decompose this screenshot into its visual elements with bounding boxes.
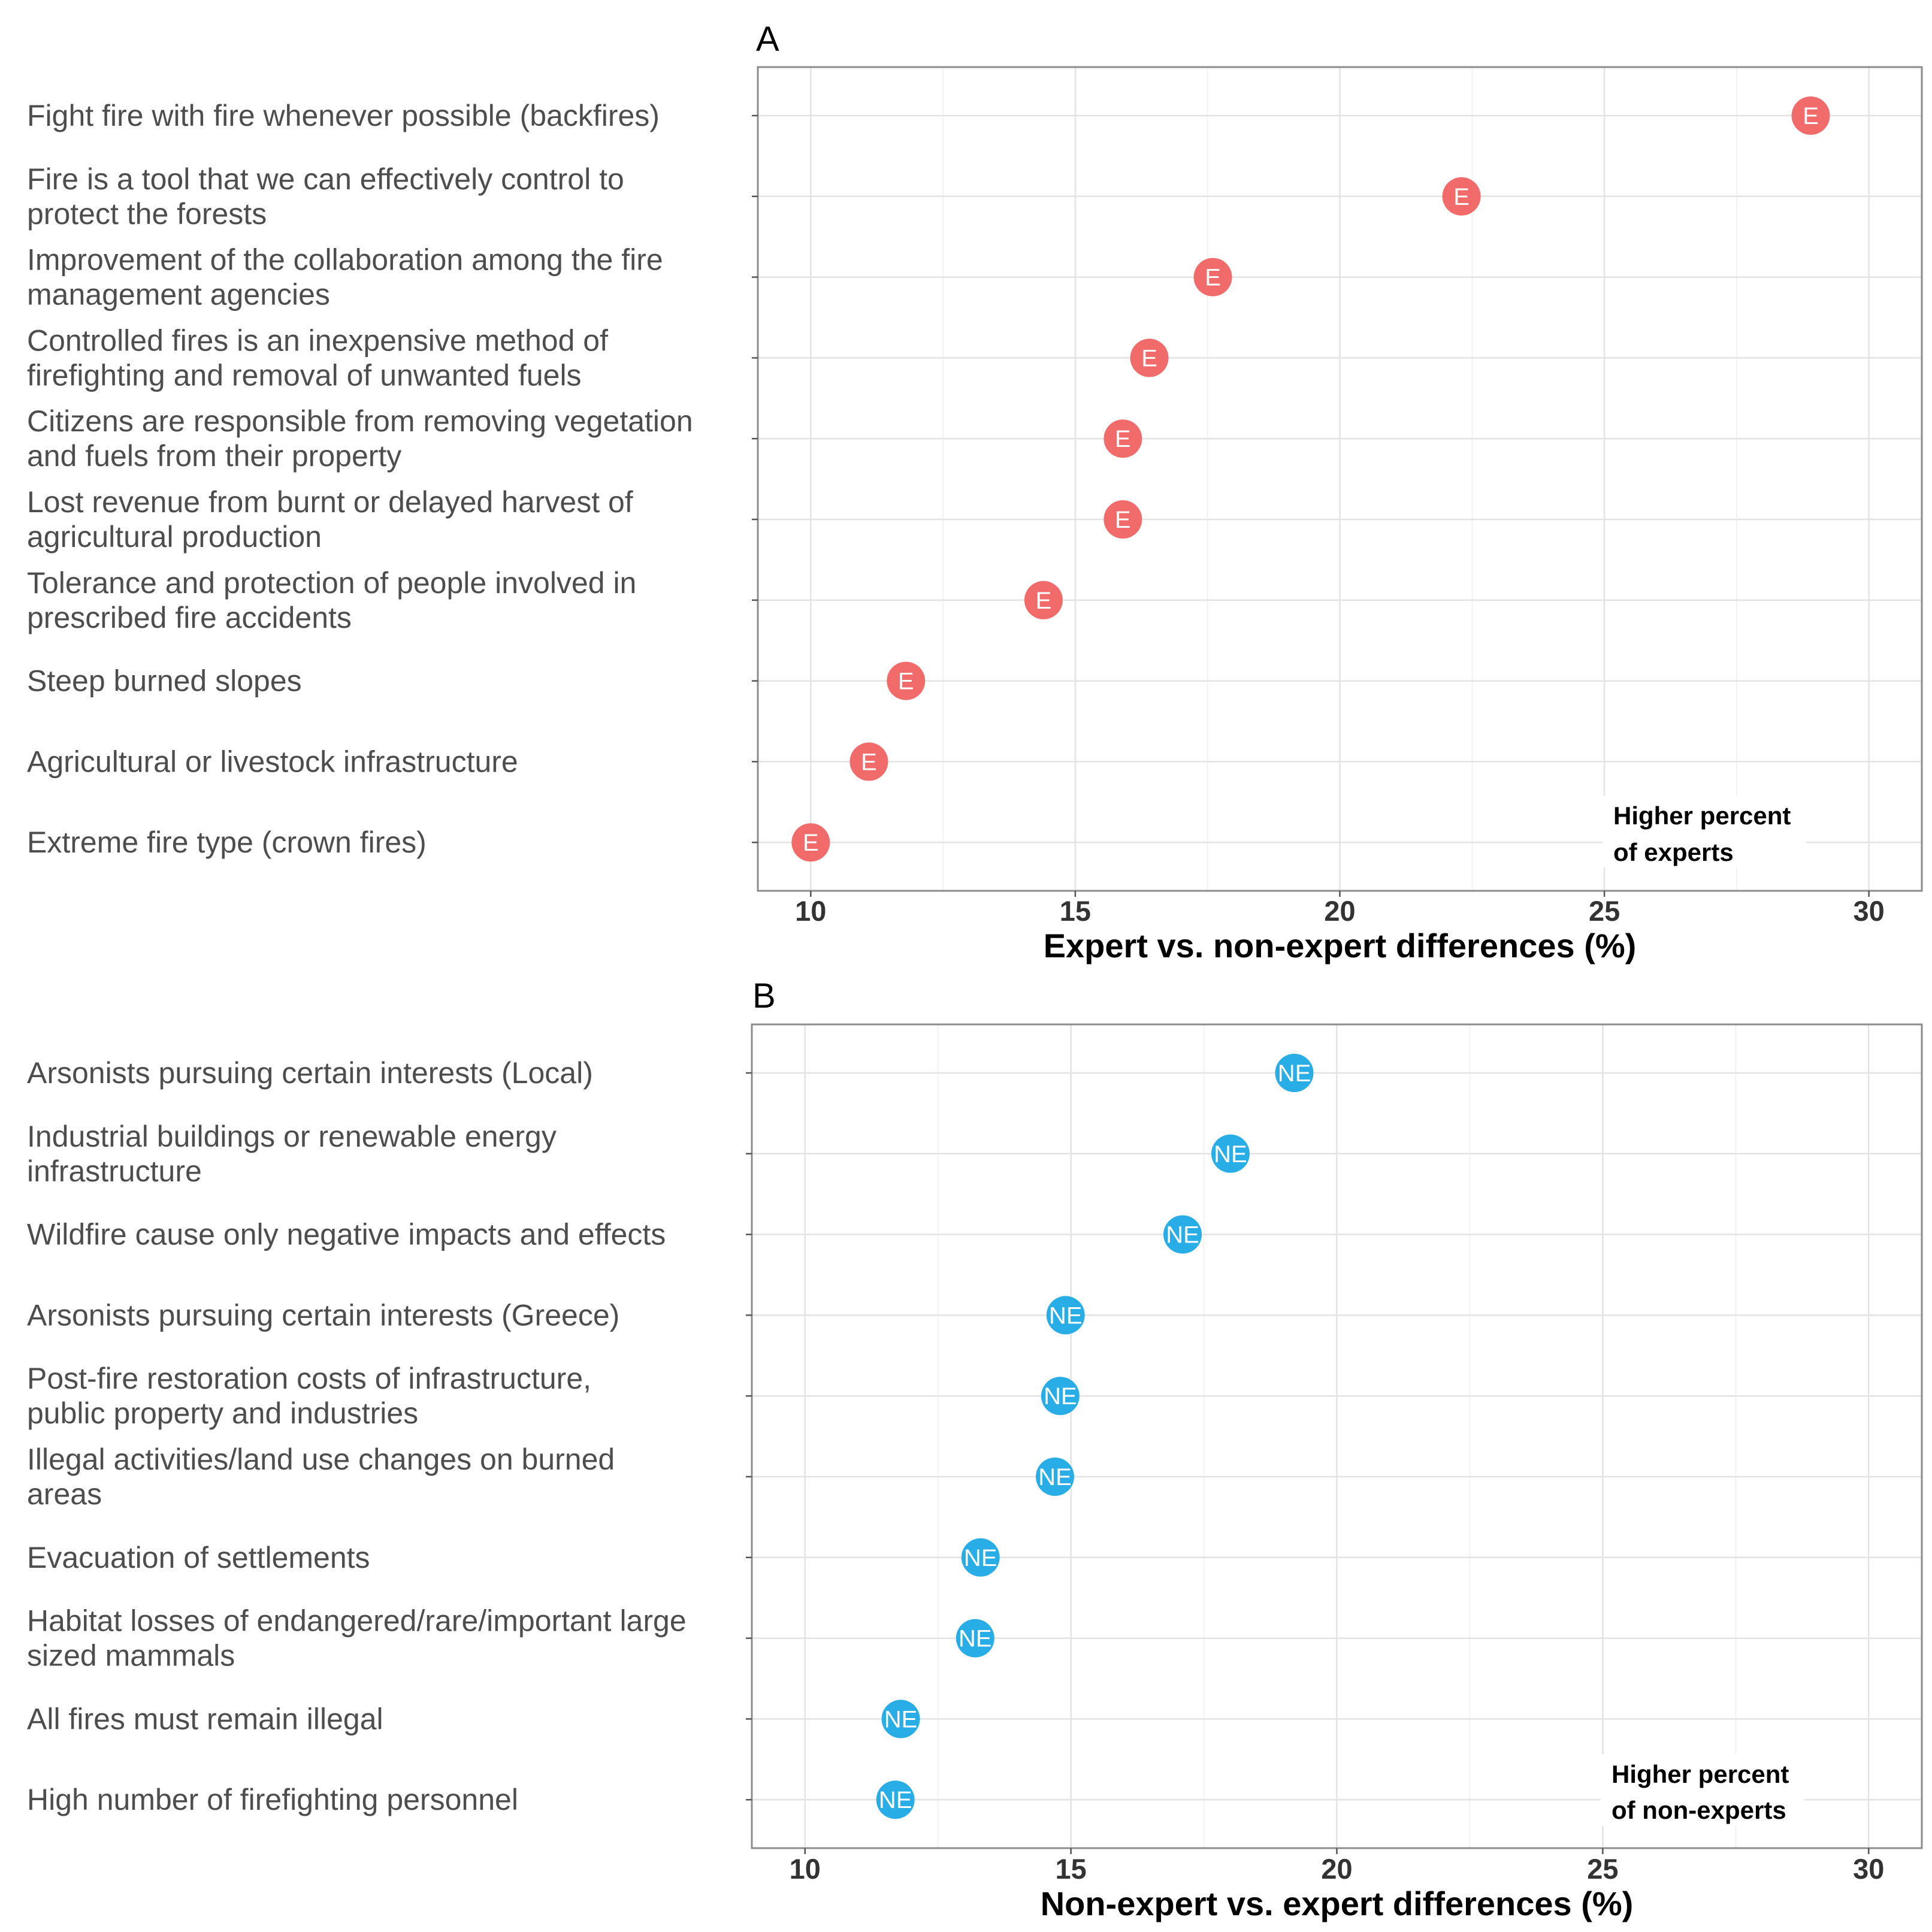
category-label: protect the forests — [27, 197, 267, 231]
category-label: Steep burned slopes — [27, 664, 302, 698]
data-point-label: NE — [1044, 1383, 1077, 1410]
category-label: Arsonists pursuing certain interests (Lo… — [27, 1056, 593, 1090]
data-point — [849, 742, 888, 781]
category-label: Tolerance and protection of people invol… — [27, 566, 636, 600]
x-tick-label: 30 — [1854, 895, 1885, 927]
data-point — [961, 1538, 1000, 1577]
category-label: infrastructure — [27, 1154, 202, 1188]
annotation-line: of non-experts — [1611, 1796, 1786, 1824]
data-point — [881, 1700, 920, 1739]
x-tick-label: 15 — [1060, 895, 1091, 927]
data-point — [791, 823, 830, 862]
annotation-line: of experts — [1613, 838, 1734, 866]
data-point-label: E — [1115, 426, 1131, 452]
x-axis-title: Expert vs. non-expert differences (%) — [1044, 927, 1637, 965]
data-point — [1211, 1134, 1250, 1173]
category-label: Agricultural or livestock infrastructure — [27, 745, 518, 778]
category-label: All fires must remain illegal — [27, 1702, 383, 1736]
data-point — [1130, 338, 1169, 377]
category-label: public property and industries — [27, 1396, 418, 1430]
category-label: Fire is a tool that we can effectively c… — [27, 162, 624, 196]
category-label: Citizens are responsible from removing v… — [27, 404, 693, 438]
x-tick-label: 10 — [795, 895, 826, 927]
category-label: Lost revenue from burnt or delayed harve… — [27, 485, 633, 519]
category-label: High number of firefighting personnel — [27, 1783, 518, 1816]
data-point — [1103, 500, 1142, 539]
annotation-line: Higher percent — [1613, 802, 1791, 830]
data-point-label: E — [1115, 507, 1131, 533]
category-label: Controlled fires is an inexpensive metho… — [27, 323, 608, 357]
data-point-label: NE — [1278, 1060, 1311, 1087]
annotation-backdrop — [1603, 796, 1806, 867]
data-point — [1275, 1054, 1314, 1092]
category-label: Improvement of the collaboration among t… — [27, 243, 663, 277]
panel-a: A Higher percent of experts Fight fire with… — [27, 20, 1923, 965]
category-label: Fight fire with fire whenever possible (… — [27, 99, 660, 132]
data-point — [887, 661, 926, 700]
data-point-label: NE — [884, 1706, 918, 1733]
category-label: areas — [27, 1477, 102, 1511]
data-point-label: NE — [959, 1626, 992, 1652]
annotation-backdrop — [1601, 1754, 1804, 1826]
data-point — [1193, 258, 1232, 297]
category-label: firefighting and removal of unwanted fue… — [27, 358, 582, 392]
category-label: Evacuation of settlements — [27, 1541, 370, 1574]
category-label: Post-fire restoration costs of infrastru… — [27, 1362, 591, 1395]
data-point — [1041, 1377, 1080, 1416]
x-tick-label: 30 — [1853, 1853, 1884, 1885]
data-point — [1103, 419, 1142, 458]
category-label: Wildfire cause only negative impacts and… — [27, 1218, 666, 1251]
x-tick-label: 25 — [1589, 895, 1620, 927]
category-label: agricultural production — [27, 520, 322, 554]
data-point — [1036, 1458, 1075, 1496]
data-point-label: E — [1141, 345, 1157, 371]
category-label: and fuels from their property — [27, 439, 401, 473]
category-label: Arsonists pursuing certain interests (Gr… — [27, 1298, 619, 1332]
data-point-label: NE — [1049, 1302, 1083, 1329]
data-point-label: E — [861, 749, 877, 775]
data-point-label: NE — [1038, 1464, 1072, 1490]
category-label: sized mammals — [27, 1639, 235, 1673]
x-tick-label: 20 — [1324, 895, 1355, 927]
data-point-label: E — [1803, 103, 1819, 129]
annotation-line: Higher percent — [1611, 1760, 1789, 1788]
panel-tag: B — [752, 976, 776, 1015]
data-point — [956, 1619, 994, 1658]
data-point-label: E — [898, 669, 914, 695]
category-label: management agencies — [27, 278, 330, 312]
data-point-label: NE — [964, 1545, 997, 1571]
data-point — [1046, 1296, 1085, 1335]
data-point — [1442, 177, 1481, 216]
panel-b: B Higher percent of non-experts Arsonists p… — [27, 976, 1923, 1922]
category-label: Industrial buildings or renewable energy — [27, 1120, 557, 1153]
data-point — [1024, 580, 1063, 619]
x-tick-label: 15 — [1055, 1853, 1086, 1885]
category-label: prescribed fire accidents — [27, 601, 352, 634]
data-point — [1791, 96, 1830, 135]
data-point-label: E — [1205, 265, 1221, 291]
data-point-label: E — [803, 830, 819, 856]
category-label: Habitat losses of endangered/rare/import… — [27, 1604, 687, 1638]
x-tick-label: 25 — [1587, 1853, 1618, 1885]
data-point-label: E — [1453, 184, 1470, 210]
panel-tag: A — [756, 20, 779, 59]
data-point — [876, 1780, 915, 1819]
category-label: Extreme fire type (crown fires) — [27, 826, 427, 859]
data-point-label: NE — [1214, 1141, 1247, 1168]
data-point-label: NE — [879, 1787, 912, 1813]
x-tick-label: 20 — [1321, 1853, 1352, 1885]
x-tick-label: 10 — [790, 1853, 821, 1885]
data-point — [1163, 1215, 1202, 1254]
x-axis-title: Non-expert vs. expert differences (%) — [1041, 1885, 1634, 1922]
category-label: Illegal activities/land use changes on b… — [27, 1443, 615, 1476]
data-point-label: NE — [1166, 1222, 1199, 1248]
data-point-label: E — [1036, 588, 1052, 614]
